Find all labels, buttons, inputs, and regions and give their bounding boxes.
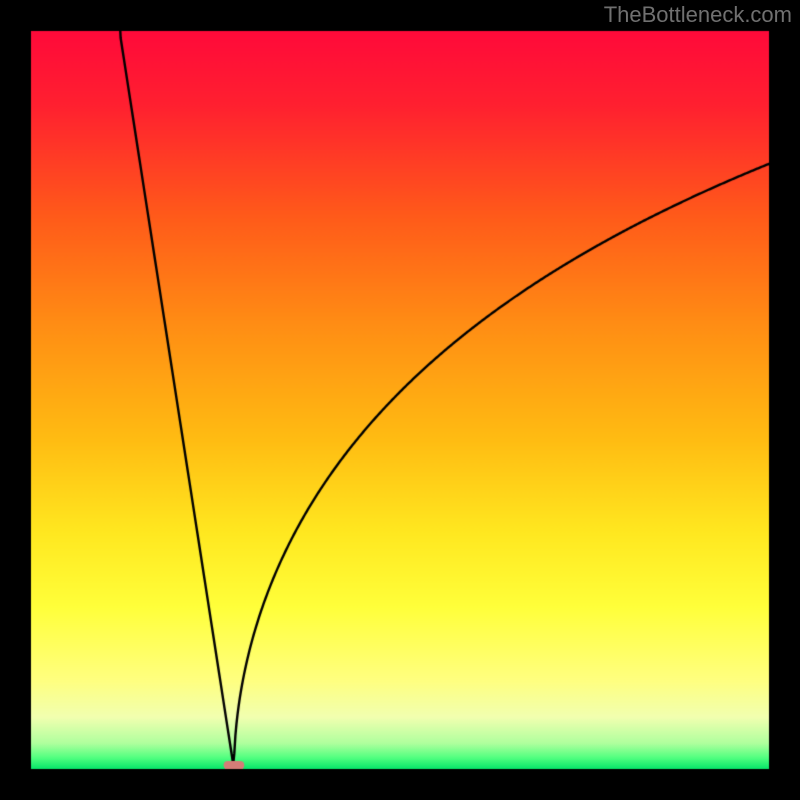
bottleneck-chart	[0, 0, 800, 800]
